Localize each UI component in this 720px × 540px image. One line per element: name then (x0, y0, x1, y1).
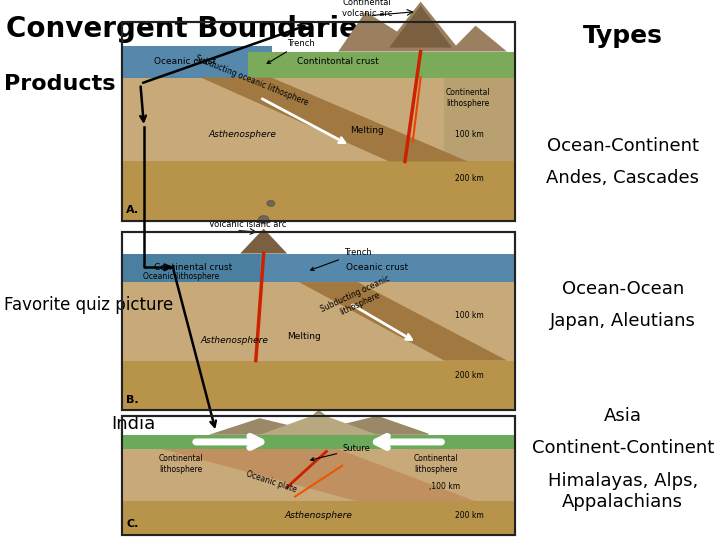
Text: Melting: Melting (350, 126, 384, 136)
Text: Asthenosphere: Asthenosphere (284, 511, 353, 520)
Text: Suture: Suture (311, 444, 370, 461)
Text: Continental
lithosphere: Continental lithosphere (414, 454, 459, 474)
Text: India: India (112, 415, 156, 433)
Bar (444, 78, 515, 161)
Text: A.: A. (126, 205, 140, 215)
Text: Favorite quiz picture: Favorite quiz picture (4, 296, 173, 314)
Text: Himalayas, Alps,
Appalachians: Himalayas, Alps, Appalachians (548, 472, 698, 511)
Text: 200 km: 200 km (454, 174, 483, 184)
Text: Andes, Cascades: Andes, Cascades (546, 169, 699, 187)
Text: Continental
volcanic arc: Continental volcanic arc (342, 0, 392, 18)
Bar (248, 52, 515, 78)
Text: Oceanic lithosphere: Oceanic lithosphere (143, 272, 220, 281)
Text: Oceanic crust: Oceanic crust (346, 262, 408, 272)
Text: Products: Products (4, 73, 115, 94)
Bar (122, 361, 515, 410)
Bar (122, 22, 515, 221)
Text: Melting: Melting (287, 332, 321, 341)
Text: Continental crust: Continental crust (154, 262, 232, 272)
Text: 200 km: 200 km (454, 511, 483, 520)
Text: Subducting oceanic lithosphere: Subducting oceanic lithosphere (194, 54, 310, 107)
Text: Types: Types (583, 24, 662, 48)
Text: 100 km: 100 km (454, 310, 483, 320)
Text: Volcanic islanc arc: Volcanic islanc arc (209, 220, 286, 228)
Bar (122, 501, 515, 535)
Text: Continent-Continent: Continent-Continent (531, 439, 714, 457)
Polygon shape (299, 282, 507, 361)
Text: Trench: Trench (310, 248, 372, 271)
Bar (122, 232, 515, 410)
Bar (122, 282, 515, 361)
Text: Asthenosphere: Asthenosphere (209, 131, 276, 139)
Text: 100 km: 100 km (454, 131, 483, 139)
Polygon shape (240, 228, 287, 254)
Text: Continental
lithosphere: Continental lithosphere (446, 88, 490, 107)
Bar (122, 161, 515, 221)
Text: Ocean-Ocean: Ocean-Ocean (562, 280, 684, 298)
Polygon shape (390, 5, 452, 48)
Bar (122, 45, 271, 78)
Polygon shape (201, 78, 468, 161)
Text: Asthenosphere: Asthenosphere (201, 336, 269, 345)
Text: C.: C. (126, 519, 139, 530)
Bar (122, 78, 515, 161)
Bar (122, 416, 515, 535)
Text: Subducting oceanic
lithosphere: Subducting oceanic lithosphere (320, 274, 396, 323)
Text: Ocean-Continent: Ocean-Continent (546, 137, 699, 155)
Polygon shape (260, 414, 377, 435)
Text: Continental
lithosphere: Continental lithosphere (159, 454, 204, 474)
Polygon shape (338, 2, 507, 51)
Polygon shape (162, 449, 476, 501)
Polygon shape (209, 410, 428, 435)
Circle shape (267, 200, 274, 206)
Circle shape (258, 215, 269, 224)
Text: ,100 km: ,100 km (428, 482, 460, 491)
Text: B.: B. (126, 395, 139, 406)
Bar (122, 232, 515, 410)
Bar (122, 254, 287, 282)
Bar (122, 22, 515, 221)
Text: Convergent Boundaries: Convergent Boundaries (6, 15, 374, 43)
Text: 200 km: 200 km (454, 372, 483, 380)
Text: Asia: Asia (604, 407, 642, 425)
Bar (122, 416, 515, 535)
Text: Oceanic plate: Oceanic plate (245, 469, 298, 494)
Bar (122, 435, 515, 449)
Text: Oceanic crust: Oceanic crust (154, 57, 216, 65)
Bar (122, 449, 515, 501)
Text: Contintontal crust: Contintontal crust (297, 57, 379, 65)
Bar (260, 254, 515, 282)
Text: Japan, Aleutians: Japan, Aleutians (550, 312, 696, 330)
Text: Trench: Trench (267, 38, 315, 64)
